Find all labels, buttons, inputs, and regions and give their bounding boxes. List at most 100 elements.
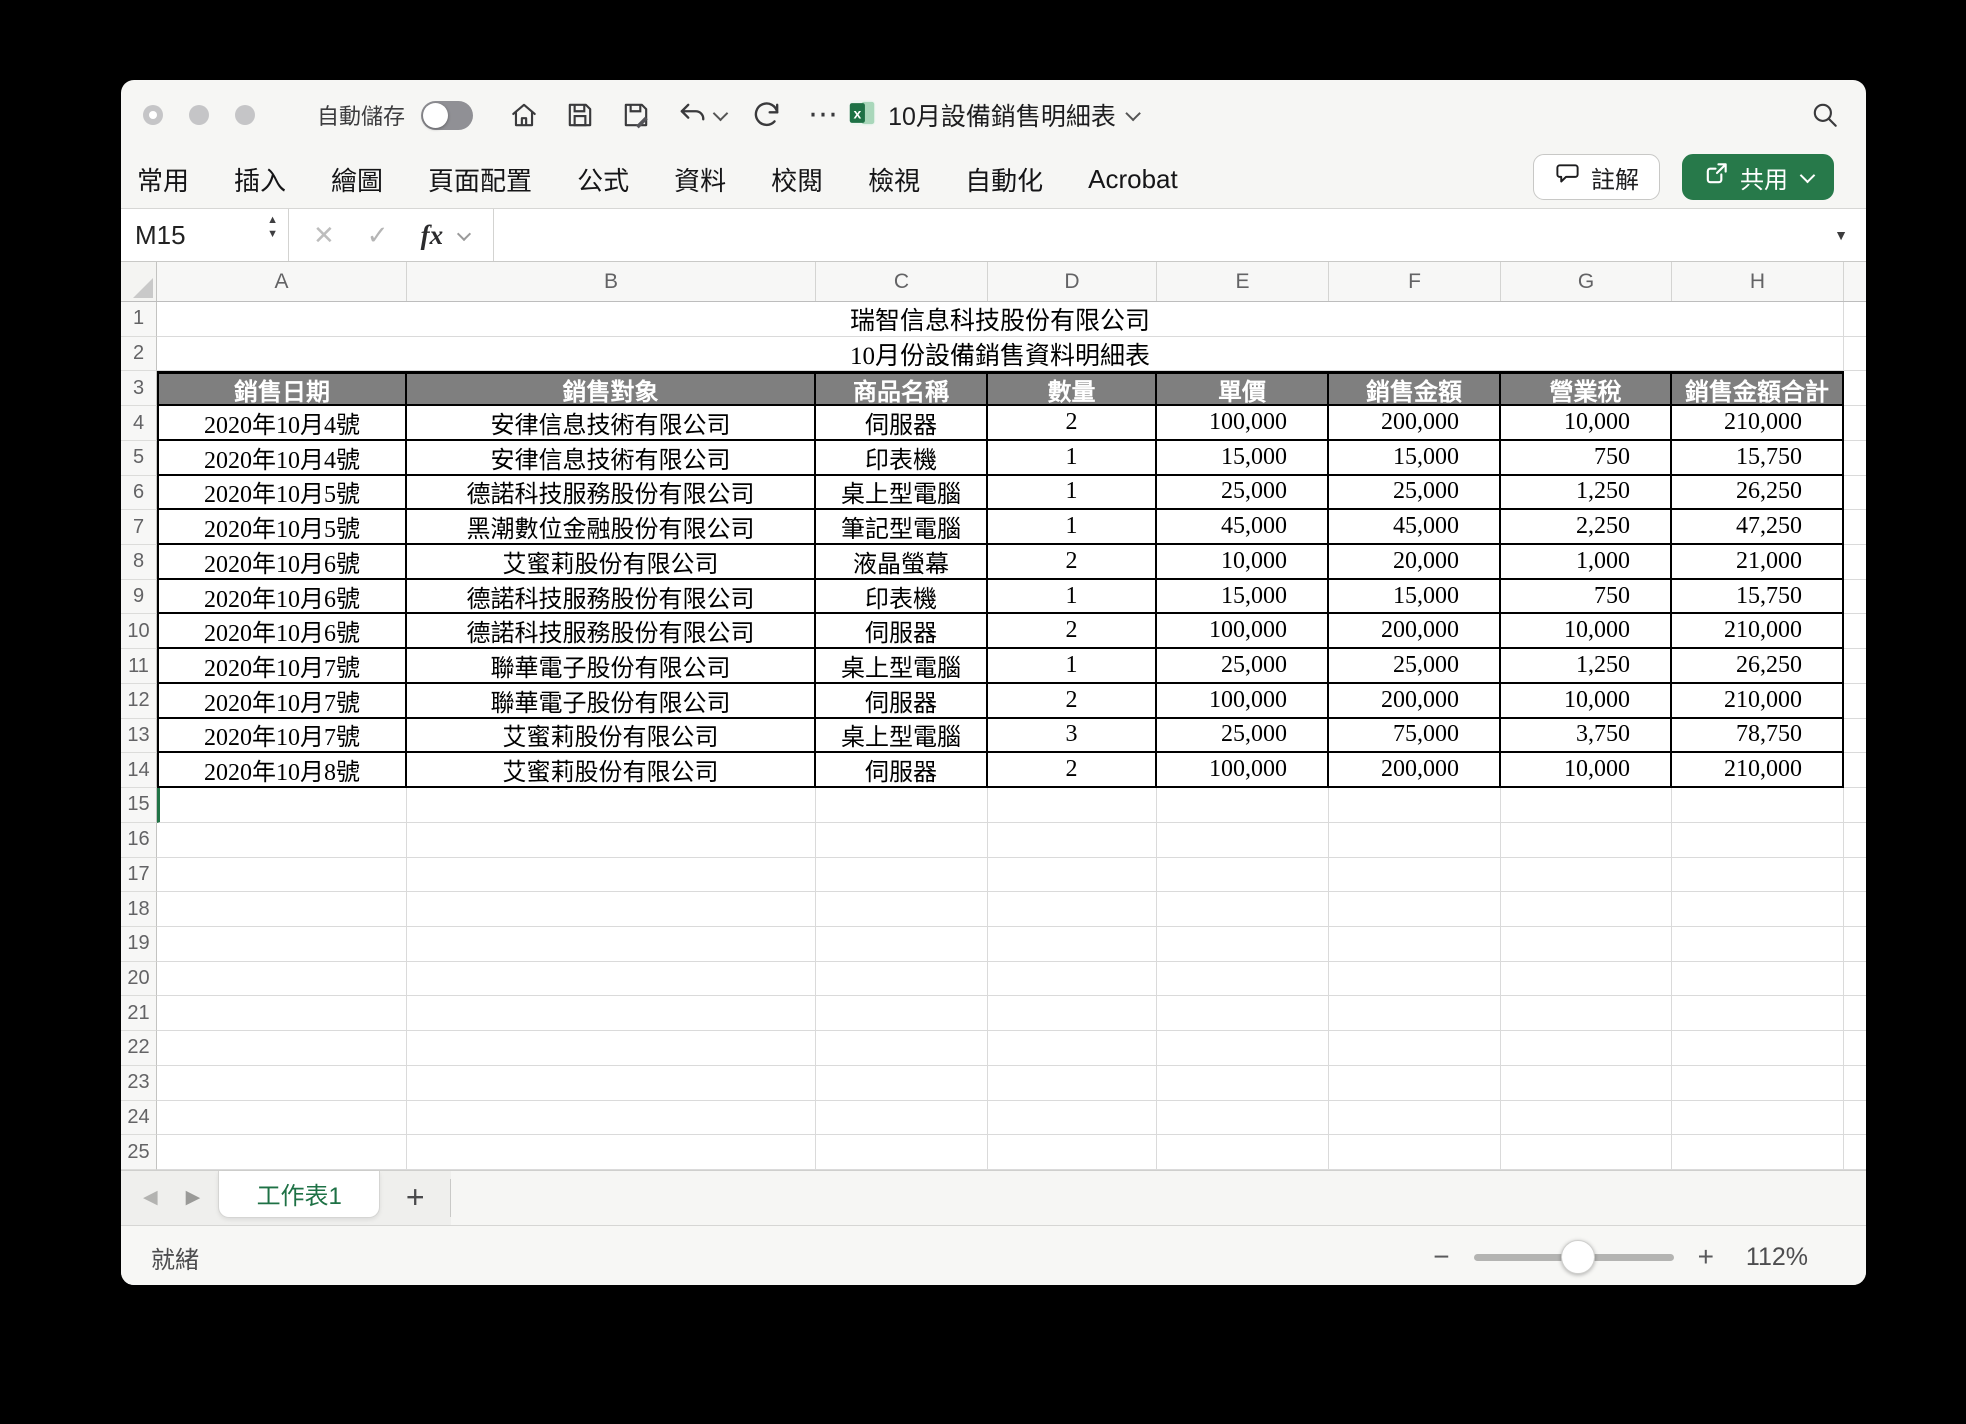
- data-cell[interactable]: 2020年10月5號: [157, 510, 407, 546]
- data-cell[interactable]: 21,000: [1672, 545, 1844, 580]
- zoom-window-button[interactable]: [235, 105, 255, 125]
- empty-cell[interactable]: [816, 822, 988, 858]
- empty-cell[interactable]: [1329, 961, 1501, 997]
- empty-cell[interactable]: [1157, 1135, 1329, 1170]
- empty-cell[interactable]: [1157, 892, 1329, 927]
- empty-cell[interactable]: [157, 996, 407, 1032]
- column-header-B[interactable]: B: [407, 262, 816, 301]
- empty-cell[interactable]: [988, 1135, 1157, 1170]
- empty-cell[interactable]: [1501, 1100, 1672, 1136]
- data-cell[interactable]: 200,000: [1329, 614, 1501, 650]
- step-up-icon[interactable]: ▲: [267, 214, 278, 226]
- row-header-19[interactable]: 19: [121, 926, 157, 962]
- column-header-H[interactable]: H: [1672, 262, 1844, 301]
- empty-cell[interactable]: [157, 1065, 407, 1101]
- data-cell[interactable]: 750: [1501, 440, 1672, 476]
- empty-cell[interactable]: [1157, 996, 1329, 1032]
- column-header-E[interactable]: E: [1157, 262, 1329, 301]
- select-all-corner[interactable]: [121, 262, 157, 301]
- empty-cell[interactable]: [1329, 822, 1501, 858]
- table-header-cell[interactable]: 單價: [1157, 371, 1329, 407]
- empty-cell[interactable]: [1672, 822, 1844, 858]
- data-cell[interactable]: 1,250: [1501, 649, 1672, 684]
- empty-cell[interactable]: [816, 788, 988, 823]
- undo-dropdown-chevron-icon[interactable]: [712, 105, 729, 121]
- table-header-cell[interactable]: 銷售金額: [1329, 371, 1501, 407]
- empty-cell[interactable]: [157, 857, 407, 893]
- next-sheet-icon[interactable]: ▶: [185, 1187, 201, 1209]
- save-icon[interactable]: [565, 100, 595, 130]
- empty-cell[interactable]: [816, 892, 988, 927]
- empty-cell[interactable]: [1501, 1031, 1672, 1066]
- data-cell[interactable]: 10,000: [1501, 614, 1672, 650]
- empty-cell[interactable]: [1672, 926, 1844, 962]
- empty-cell[interactable]: [157, 1100, 407, 1136]
- empty-cell[interactable]: [1157, 926, 1329, 962]
- row-header-3[interactable]: 3: [121, 371, 157, 407]
- ribbon-tab-7[interactable]: 校閱: [771, 165, 824, 196]
- row-header-21[interactable]: 21: [121, 996, 157, 1032]
- empty-cell[interactable]: [1157, 822, 1329, 858]
- comments-button[interactable]: 註解: [1533, 154, 1660, 200]
- merged-title-cell-row2[interactable]: 10月份設備銷售資料明細表: [157, 336, 1844, 372]
- row-header-16[interactable]: 16: [121, 822, 157, 858]
- ribbon-tab-8[interactable]: 檢視: [868, 165, 921, 196]
- data-cell[interactable]: 10,000: [1501, 753, 1672, 789]
- data-cell[interactable]: 筆記型電腦: [816, 510, 988, 546]
- data-cell[interactable]: 100,000: [1157, 406, 1329, 441]
- empty-cell[interactable]: [1672, 1100, 1844, 1136]
- data-cell[interactable]: 安律信息技術有限公司: [407, 406, 816, 441]
- data-cell[interactable]: 1: [988, 649, 1157, 684]
- empty-cell[interactable]: [1501, 961, 1672, 997]
- data-cell[interactable]: 德諾科技服務股份有限公司: [407, 579, 816, 615]
- sheet-tab-worksheet1[interactable]: 工作表1: [218, 1170, 381, 1218]
- zoom-out-button[interactable]: −: [1433, 1241, 1450, 1273]
- empty-cell[interactable]: [407, 822, 816, 858]
- data-cell[interactable]: 3: [988, 718, 1157, 754]
- empty-cell[interactable]: [1329, 1031, 1501, 1066]
- data-cell[interactable]: 2020年10月7號: [157, 683, 407, 719]
- empty-cell[interactable]: [1672, 1065, 1844, 1101]
- data-cell[interactable]: 2020年10月4號: [157, 440, 407, 476]
- data-cell[interactable]: 聯華電子股份有限公司: [407, 683, 816, 719]
- empty-cell[interactable]: [407, 1100, 816, 1136]
- data-cell[interactable]: 100,000: [1157, 753, 1329, 789]
- empty-cell[interactable]: [1501, 1135, 1672, 1170]
- data-cell[interactable]: 桌上型電腦: [816, 475, 988, 511]
- column-header-A[interactable]: A: [157, 262, 407, 301]
- row-header-6[interactable]: 6: [121, 475, 157, 511]
- data-cell[interactable]: 25,000: [1157, 475, 1329, 511]
- title-chevron-icon[interactable]: [1125, 105, 1142, 121]
- data-cell[interactable]: 德諾科技服務股份有限公司: [407, 614, 816, 650]
- row-header-18[interactable]: 18: [121, 892, 157, 927]
- empty-cell[interactable]: [1501, 926, 1672, 962]
- data-cell[interactable]: 15,750: [1672, 440, 1844, 476]
- formula-input[interactable]: [494, 209, 1866, 261]
- cancel-icon[interactable]: ✕: [313, 219, 335, 250]
- data-cell[interactable]: 2020年10月5號: [157, 475, 407, 511]
- data-cell[interactable]: 26,250: [1672, 649, 1844, 684]
- zoom-slider-knob[interactable]: [1560, 1240, 1595, 1275]
- empty-cell[interactable]: [1157, 1031, 1329, 1066]
- ribbon-tab-6[interactable]: 資料: [674, 165, 727, 196]
- data-cell[interactable]: 1: [988, 510, 1157, 546]
- data-cell[interactable]: 78,750: [1672, 718, 1844, 754]
- empty-cell[interactable]: [816, 996, 988, 1032]
- empty-cell[interactable]: [1329, 1100, 1501, 1136]
- row-header-4[interactable]: 4: [121, 406, 157, 441]
- empty-cell[interactable]: [816, 926, 988, 962]
- empty-cell[interactable]: [988, 1065, 1157, 1101]
- enter-icon[interactable]: ✓: [366, 219, 389, 250]
- empty-cell[interactable]: [1157, 1065, 1329, 1101]
- empty-cell[interactable]: [1157, 961, 1329, 997]
- data-cell[interactable]: 2020年10月7號: [157, 718, 407, 754]
- empty-cell[interactable]: [407, 996, 816, 1032]
- row-header-12[interactable]: 12: [121, 683, 157, 719]
- data-cell[interactable]: 15,000: [1329, 579, 1501, 615]
- data-cell[interactable]: 210,000: [1672, 614, 1844, 650]
- data-cell[interactable]: 2: [988, 545, 1157, 580]
- empty-cell[interactable]: [407, 961, 816, 997]
- empty-cell[interactable]: [1329, 996, 1501, 1032]
- empty-cell[interactable]: [157, 892, 407, 927]
- data-cell[interactable]: 45,000: [1157, 510, 1329, 546]
